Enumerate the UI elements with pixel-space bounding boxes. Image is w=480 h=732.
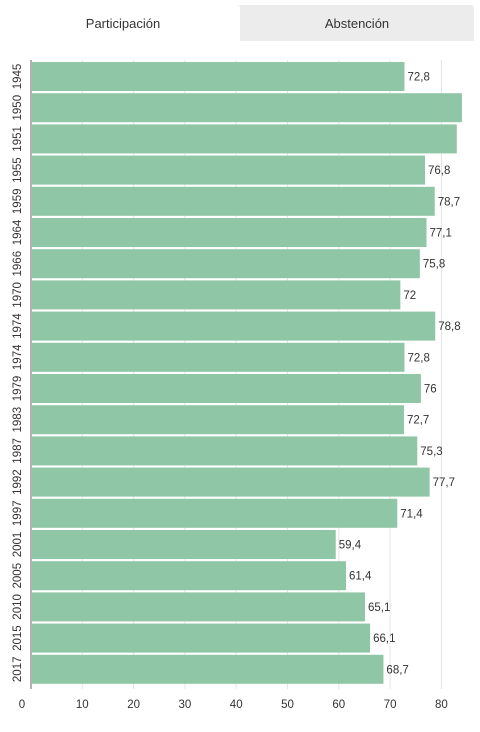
bar-1950-1 <box>32 93 462 123</box>
value-label: 75,8 <box>423 259 445 271</box>
tab-participacion[interactable]: Participación <box>6 5 240 41</box>
bar-1966-6 <box>32 249 420 279</box>
bar-1992-13 <box>32 467 430 497</box>
bar-2015-18 <box>32 623 371 653</box>
value-label: 71,4 <box>400 508 423 520</box>
x-tick-label: 10 <box>76 699 89 711</box>
bar-1964-5 <box>32 218 427 247</box>
value-label: 61,4 <box>349 571 372 583</box>
bar-1997-14 <box>32 498 398 528</box>
bar-1983-11 <box>32 405 404 435</box>
category-label: 2001 <box>12 532 24 558</box>
value-label: 75,3 <box>420 446 442 458</box>
bar-1979-10 <box>32 374 421 403</box>
tab-abstencion[interactable]: Abstención <box>240 5 474 41</box>
bar-1974-9 <box>32 342 405 372</box>
chart-tabs: Participación Abstención <box>6 5 474 41</box>
value-label: 72 <box>403 290 416 302</box>
category-label: 2017 <box>12 657 24 683</box>
value-label: 72,8 <box>407 352 429 364</box>
x-tick-label: 50 <box>281 699 294 711</box>
x-tick-label: 70 <box>384 699 397 711</box>
value-label: 66,1 <box>373 633 395 645</box>
category-label: 2015 <box>12 625 24 651</box>
category-label: 1979 <box>12 376 24 402</box>
bar-1987-12 <box>32 436 418 466</box>
bar-2001-15 <box>32 530 336 559</box>
category-label: 1997 <box>12 501 24 527</box>
bar-1945-0 <box>32 62 405 91</box>
value-label: 59,4 <box>339 540 362 552</box>
bar-2005-16 <box>32 561 346 591</box>
category-label: 1955 <box>12 157 24 183</box>
category-label: 1974 <box>12 313 24 339</box>
category-label: 1950 <box>12 95 24 121</box>
value-label: 68,7 <box>386 664 408 676</box>
bar-1974-8 <box>32 311 436 341</box>
value-label: 65,1 <box>368 602 390 614</box>
bar-1951-2 <box>32 124 457 154</box>
value-label: 78,8 <box>438 321 460 333</box>
value-label: 77,7 <box>433 477 455 489</box>
value-label: 77,1 <box>430 228 452 240</box>
value-label: 76,8 <box>428 165 450 177</box>
category-label: 1970 <box>12 282 24 308</box>
category-label: 2005 <box>12 563 24 589</box>
category-label: 1951 <box>12 126 24 152</box>
category-label: 1964 <box>12 219 24 245</box>
x-tick-label: 30 <box>179 699 192 711</box>
category-label: 1983 <box>12 407 24 433</box>
bar-2017-19 <box>32 654 384 684</box>
category-label: 1959 <box>12 189 24 215</box>
category-label: 2010 <box>12 594 24 620</box>
value-label: 78,7 <box>438 196 460 208</box>
x-tick-label: 20 <box>127 699 140 711</box>
category-label: 1945 <box>12 64 24 90</box>
value-label: 76 <box>424 384 437 396</box>
bar-1959-4 <box>32 186 435 216</box>
x-tick-label: 60 <box>332 699 345 711</box>
x-tick-label: 40 <box>230 699 243 711</box>
value-label: 72,7 <box>407 415 429 427</box>
bar-1955-3 <box>32 155 425 185</box>
bar-1970-7 <box>32 280 401 310</box>
x-tick-label: 80 <box>435 699 448 711</box>
category-label: 1966 <box>12 251 24 277</box>
value-label: 72,8 <box>407 72 429 84</box>
x-tick-label: 0 <box>19 699 25 711</box>
category-label: 1974 <box>12 344 24 370</box>
bar-2010-17 <box>32 592 365 622</box>
category-label: 1987 <box>12 438 24 464</box>
category-label: 1992 <box>12 469 24 495</box>
